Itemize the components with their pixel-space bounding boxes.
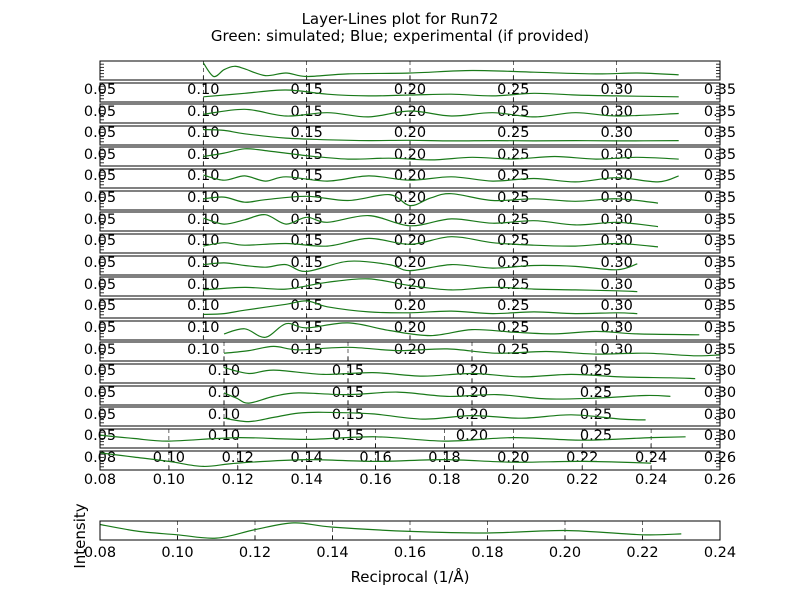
x-tick-label: 0.10 [187, 342, 219, 358]
panel-frame [99, 363, 721, 384]
panel-frame [99, 168, 721, 189]
simulated-line [99, 434, 686, 442]
x-tick-label: 0.14 [316, 545, 348, 561]
x-tick-label: 0.18 [471, 545, 503, 561]
simulated-line [203, 108, 679, 118]
panel-frame [99, 103, 721, 124]
panel-frame [99, 450, 721, 471]
panel-frame [99, 60, 721, 81]
x-tick-label: 0.30 [601, 342, 633, 358]
x-tick-label: 0.12 [222, 472, 254, 488]
x-tick-label: 0.08 [84, 472, 116, 488]
simulated-line [99, 452, 652, 468]
panel-frame [99, 82, 721, 103]
x-tick-label: 0.26 [704, 472, 736, 488]
x-tick-label: 0.15 [332, 428, 364, 444]
x-tick-label: 0.25 [580, 428, 612, 444]
x-tick-label: 0.14 [291, 472, 323, 488]
x-axis-label: Reciprocal (1/Å) [351, 567, 470, 586]
x-tick-label: 0.25 [497, 342, 529, 358]
simulated-line [203, 236, 659, 248]
layer-line-panel: 0.26 0.24 0.22 0.20 0.18 0.16 0.14 0.12 0.10 0.08 [84, 450, 736, 488]
panel-frame [99, 298, 721, 319]
simulated-line [223, 411, 646, 423]
panel-frame [99, 211, 721, 232]
simulated-line [223, 322, 700, 338]
simulated-line [203, 174, 679, 183]
panel-frame [99, 406, 721, 427]
figure-title: Layer-Lines plot for Run72 [302, 10, 499, 28]
x-tick-label: 0.16 [394, 545, 426, 561]
panel-frame [99, 146, 721, 167]
x-tick-label: 0.10 [161, 545, 193, 561]
x-tick-label: 0.24 [704, 545, 736, 561]
panel-frame [99, 341, 721, 362]
simulated-line [203, 148, 679, 161]
simulated-line [203, 214, 659, 228]
layer-line-panel-bottom: 0.08 0.10 0.12 0.14 0.16 0.18 0.20 0.22 0.24 [84, 520, 736, 561]
figure-subtitle: Green: simulated; Blue; experimental (if… [211, 27, 589, 45]
layer-line-panel: 0.300.250.200.150.100.05 [84, 385, 736, 423]
x-tick-label: 0.22 [566, 472, 598, 488]
layer-line-panels: 0.350.300.250.200.150.100.050.350.300.25… [84, 60, 736, 561]
x-tick-label: 0.12 [239, 545, 271, 561]
simulated-line [202, 62, 679, 78]
simulated-line [223, 345, 721, 357]
panel-frame [99, 385, 721, 406]
simulated-line [203, 89, 679, 98]
simulated-line [203, 129, 679, 142]
x-tick-label: 0.18 [428, 472, 460, 488]
x-tick-label: 0.20 [497, 472, 529, 488]
panel-frame [99, 233, 721, 254]
simulated-line [203, 193, 659, 207]
panel-frame [99, 190, 721, 211]
simulated-line [203, 300, 638, 315]
panel-frame [99, 125, 721, 146]
panel-frame [99, 428, 721, 449]
y-axis-label: Intensity [71, 503, 89, 568]
x-tick-label: 0.08 [84, 545, 116, 561]
x-tick-label: 0.20 [456, 428, 488, 444]
x-tick-label: 0.16 [359, 472, 391, 488]
simulated-line [223, 367, 696, 380]
panel-frame [99, 276, 721, 297]
x-tick-label: 0.10 [208, 428, 240, 444]
x-tick-label: 0.20 [549, 545, 581, 561]
panel-frame [99, 320, 721, 341]
x-tick-label: 0.24 [635, 472, 667, 488]
panel-frame [99, 520, 721, 541]
panel-frame [99, 255, 721, 276]
x-tick-label: 0.22 [626, 545, 658, 561]
simulated-line [99, 522, 682, 539]
simulated-line [203, 278, 638, 293]
simulated-line [223, 391, 671, 404]
simulated-line [203, 260, 638, 273]
x-tick-label: 0.10 [153, 472, 185, 488]
